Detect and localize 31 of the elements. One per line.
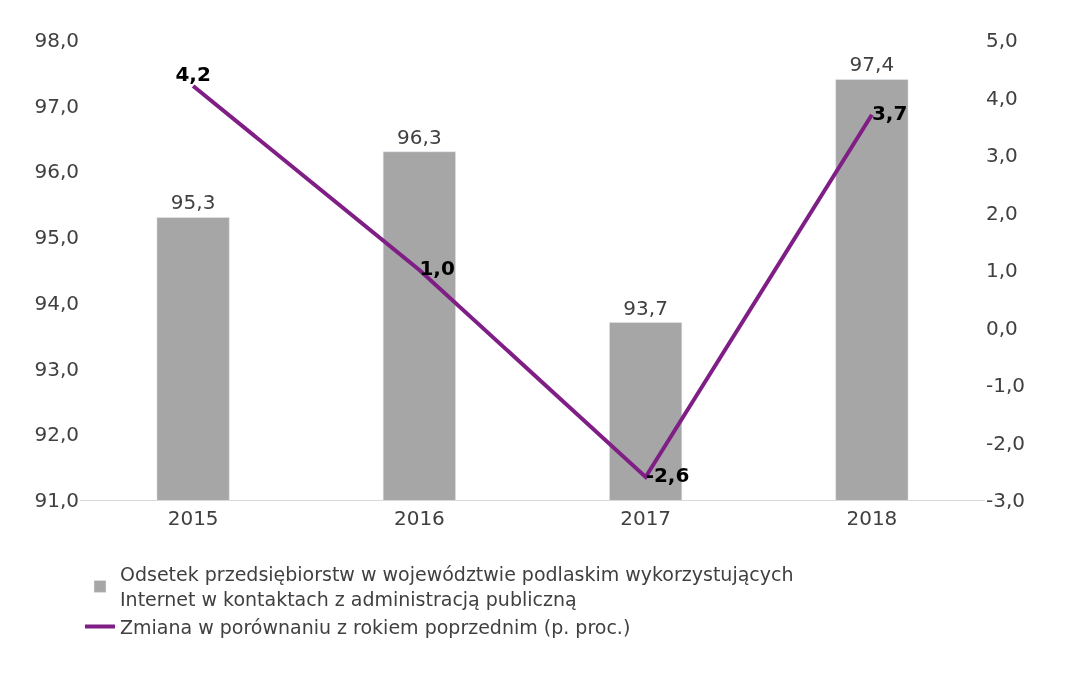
- legend-label: Odsetek przedsiębiorstw w województwie podlaskim wykorzystujących Internet w kontaktach z administracją publiczną: [120, 563, 794, 611]
- y2-tick-label: 2,0: [986, 200, 1018, 225]
- y2-tick-label: 4,0: [986, 85, 1018, 110]
- data-label: 1,0: [419, 256, 455, 280]
- data-label: 3,7: [871, 100, 908, 125]
- y2-tick-label: -2,0: [986, 430, 1026, 455]
- x-tick-label: 2017: [620, 506, 672, 530]
- data-label: -2,6: [645, 463, 690, 487]
- data-label: 96,3: [397, 124, 442, 149]
- y2-tick-label: -1,0: [986, 373, 1026, 397]
- x-tick-label: 2015: [167, 506, 219, 530]
- y-tick-label: 95,0: [34, 225, 79, 250]
- x-tick-label: 2016: [393, 506, 445, 530]
- y-tick-label: 93,0: [34, 356, 79, 381]
- y-tick-label: 94,0: [34, 290, 79, 315]
- y-tick-label: 98,0: [34, 28, 79, 52]
- y-tick-label: 97,0: [34, 93, 79, 118]
- y-tick-label: 96,0: [34, 159, 79, 184]
- legend-label: Zmiana w porównaniu z rokiem poprzednim (p. proc.): [120, 615, 631, 638]
- y-tick-label: 92,0: [34, 422, 79, 447]
- data-label: 93,7: [623, 295, 668, 320]
- y2-tick-label: -3,0: [986, 488, 1026, 512]
- data-label: 95,3: [170, 190, 216, 215]
- y2-tick-label: 5,0: [986, 28, 1018, 52]
- y2-tick-label: 1,0: [986, 258, 1018, 282]
- data-label: 4,2: [175, 62, 211, 86]
- data-label: 97,4: [849, 52, 895, 77]
- x-tick-label: 2018: [846, 506, 898, 530]
- y2-tick-label: 3,0: [986, 143, 1018, 167]
- y2-tick-label: 0,0: [986, 315, 1018, 340]
- y-tick-label: 91,0: [34, 488, 79, 512]
